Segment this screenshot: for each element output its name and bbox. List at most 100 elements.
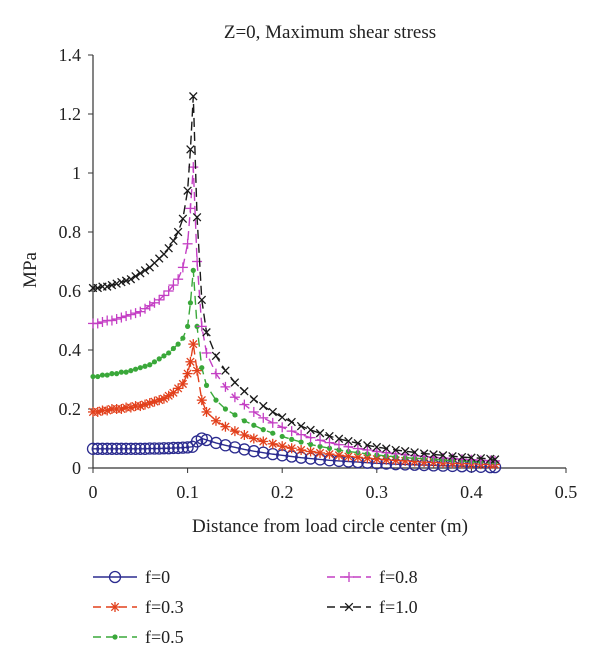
data-point: [92, 318, 103, 329]
x-axis-label: Distance from load circle center (m): [192, 516, 468, 537]
data-point: [154, 294, 165, 305]
axes: 0 0.1 0.2 0.3 0.4 0.5 0 0.2 0.4 0.6 0.8 1 1.2 1.4: [59, 45, 578, 502]
data-point: [220, 421, 231, 432]
data-point: [199, 365, 205, 371]
data-point: [175, 341, 181, 347]
y-tick-label: 1.4: [59, 45, 82, 65]
data-point: [410, 448, 419, 457]
data-point: [362, 445, 373, 456]
data-point: [456, 454, 467, 465]
legend-item: f=0.3: [93, 597, 184, 617]
data-point: [391, 445, 400, 455]
data-point: [153, 442, 166, 455]
data-point: [251, 422, 257, 428]
data-point: [296, 421, 306, 431]
y-tick-label: 0.6: [59, 281, 82, 301]
y-tick-label: 0.4: [59, 340, 82, 360]
data-point: [344, 602, 354, 612]
data-point: [353, 438, 363, 448]
data-point: [229, 426, 240, 437]
data-point: [149, 396, 160, 407]
data-point: [173, 227, 183, 237]
data-point: [448, 451, 457, 461]
data-point: [164, 243, 173, 253]
data-point: [126, 274, 136, 284]
data-point: [196, 321, 207, 332]
data-point: [352, 443, 363, 454]
data-point: [162, 442, 175, 455]
data-point: [137, 365, 143, 371]
data-point: [170, 345, 177, 352]
data-point: [157, 442, 171, 455]
data-point: [372, 442, 382, 452]
data-point: [128, 368, 134, 374]
data-point: [96, 442, 109, 455]
data-point: [185, 356, 196, 367]
data-point: [286, 443, 297, 454]
data-point: [229, 392, 240, 403]
data-point: [476, 454, 486, 463]
data-point: [111, 314, 122, 325]
series-f=1.0: [88, 92, 500, 464]
data-point: [241, 418, 247, 424]
data-point: [92, 406, 103, 417]
data-point: [196, 395, 207, 406]
data-point: [116, 312, 127, 323]
series-lines: [86, 92, 502, 474]
data-point: [192, 256, 203, 267]
data-point: [182, 238, 193, 249]
legend-item: f=0: [93, 567, 170, 587]
data-point: [124, 442, 137, 455]
data-point: [121, 311, 132, 322]
data-point: [107, 280, 117, 290]
data-point: [101, 442, 114, 455]
data-point: [447, 453, 458, 464]
data-point: [429, 450, 438, 459]
legend-label: f=0.5: [145, 627, 184, 647]
data-point: [306, 425, 315, 435]
data-point: [93, 283, 102, 293]
data-point: [190, 267, 196, 273]
data-point: [189, 92, 198, 101]
data-point: [201, 347, 212, 358]
data-point: [239, 399, 250, 410]
data-point: [121, 276, 131, 285]
data-point: [158, 290, 169, 301]
data-point: [232, 412, 238, 418]
y-tick-label: 1: [72, 163, 81, 183]
data-point: [307, 441, 314, 447]
data-point: [125, 309, 136, 320]
data-point: [148, 442, 161, 455]
data-point: [142, 363, 148, 369]
data-point: [195, 432, 208, 445]
data-point: [228, 441, 242, 454]
data-point: [110, 442, 123, 455]
data-point: [109, 371, 115, 377]
legend-label: f=0.3: [145, 597, 184, 617]
data-point: [334, 434, 344, 444]
data-point: [161, 353, 167, 359]
series-f=0.8: [88, 162, 501, 466]
data-point: [171, 441, 185, 455]
data-point: [147, 362, 153, 368]
legend-label: f=1.0: [379, 597, 418, 617]
data-point: [382, 444, 391, 453]
data-point: [324, 437, 335, 448]
legend-item: f=0.5: [93, 627, 184, 647]
chart-title: Z=0, Maximum shear stress: [224, 22, 436, 43]
data-point: [185, 203, 196, 214]
data-point: [108, 570, 122, 584]
data-point: [86, 442, 100, 455]
data-point: [180, 335, 186, 341]
data-point: [118, 369, 124, 375]
data-point: [197, 295, 207, 305]
data-point: [102, 282, 112, 291]
data-point: [177, 378, 188, 389]
data-point: [419, 449, 429, 458]
data-point: [371, 446, 382, 457]
x-tick-label: 0.5: [555, 482, 578, 502]
x-tick-label: 0.2: [271, 482, 294, 502]
data-point: [201, 406, 212, 417]
data-point: [159, 249, 169, 259]
